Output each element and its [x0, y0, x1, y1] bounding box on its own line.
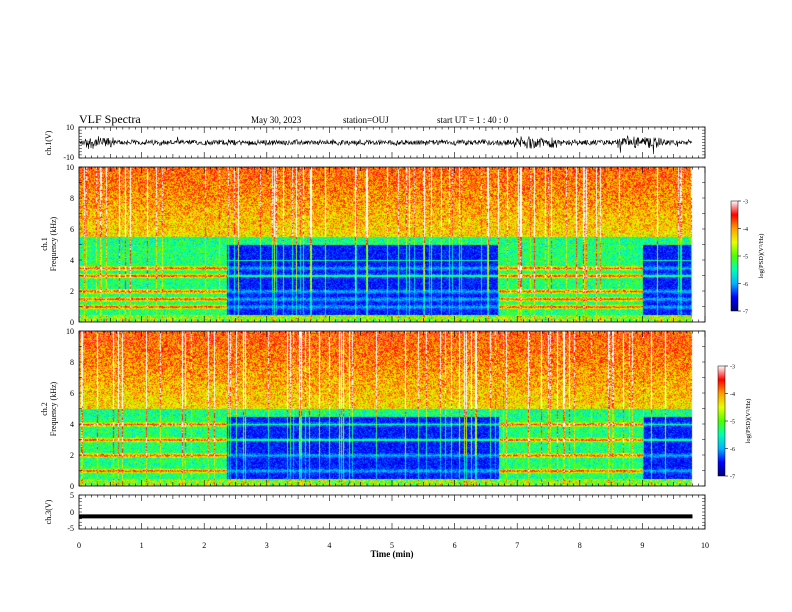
- ch1-spectrogram-image: [79, 167, 705, 322]
- figure-title: VLF Spectra: [79, 112, 141, 126]
- frequency-tick-label: 0: [70, 482, 74, 491]
- ch2-channel-label: ch.2: [40, 402, 49, 416]
- frequency-tick-label: 8: [70, 358, 74, 367]
- ch2-colorbar-bar: [717, 365, 726, 477]
- time-tick-label: 1: [140, 541, 144, 550]
- ch3-waveform-panel: 5 0 -5 ch.3(V): [44, 491, 706, 533]
- time-tick-label: 0: [77, 541, 81, 550]
- ch1-colorbar-label: log(PSD)(V²/Hz): [758, 234, 765, 279]
- date-label: May 30, 2023: [251, 115, 302, 125]
- ch2-frequency-label: Frequency (kHz): [49, 381, 58, 436]
- ch3-ytick-top: 5: [70, 491, 74, 500]
- colorbar-tick-label: -3: [730, 365, 735, 371]
- frequency-tick-label: 10: [66, 327, 74, 336]
- frequency-tick-label: 6: [70, 225, 74, 234]
- ch1-frequency-label: Frequency (kHz): [49, 216, 58, 271]
- ch1-waveform-trace: [78, 134, 693, 155]
- time-tick-label: 7: [515, 541, 519, 550]
- ch2-spectrogram-image: [79, 331, 705, 486]
- ch2-spectrogram-panel: 0 2 4 6 8 10 ch.2 Frequency (kHz): [40, 327, 706, 491]
- frequency-tick-label: 6: [70, 389, 74, 398]
- ch1-channel-label: ch.1: [40, 237, 49, 251]
- frequency-tick-label: 2: [70, 287, 74, 296]
- time-tick-label: 4: [327, 541, 331, 550]
- frequency-tick-label: 4: [70, 420, 74, 429]
- ch3-ytick-mid: 0: [70, 508, 74, 517]
- time-tick-label: 9: [640, 541, 644, 550]
- colorbar-tick-label: -4: [743, 227, 748, 233]
- time-tick-label: 5: [390, 541, 394, 550]
- time-axis-label: Time (min): [370, 549, 413, 559]
- frequency-tick-label: 10: [66, 163, 74, 172]
- ch1-waveform-panel: 10 -10 ch.1(V): [44, 123, 706, 162]
- colorbar-tick-label: -3: [743, 200, 748, 206]
- time-axis-ticks: [78, 126, 706, 530]
- colorbar-tick-label: -7: [743, 310, 748, 316]
- time-tick-label: 8: [578, 541, 582, 550]
- ch1-ytick-top: 10: [66, 123, 74, 132]
- ch3-ytick-bottom: -5: [67, 524, 74, 533]
- ch2-colorbar-label: log(PSD)(V²/Hz): [745, 399, 752, 444]
- start-time-label: start UT = 1 : 40 : 0: [437, 115, 509, 125]
- ch3-waveform-ylabel: ch.3(V): [44, 499, 53, 524]
- colorbar-tick-label: -7: [730, 475, 735, 481]
- frequency-tick-label: 8: [70, 194, 74, 203]
- colorbar-tick-label: -5: [743, 255, 748, 261]
- colorbar-tick-label: -4: [730, 392, 735, 398]
- ch2-colorbar: -3 -4 -5 -6 -7 log(PSD)(V²/Hz): [717, 365, 752, 481]
- ch1-colorbar: -3 -4 -5 -6 -7 log(PSD)(V²/Hz): [730, 200, 765, 316]
- colorbar-tick-label: -6: [743, 282, 748, 288]
- ch1-waveform-ylabel: ch.1(V): [44, 130, 53, 155]
- time-tick-label: 10: [701, 541, 709, 550]
- frequency-tick-label: 0: [70, 318, 74, 327]
- ch1-spectrogram-panel: 0 2 4 6 8 10 ch.1 Frequency (kHz): [40, 163, 706, 327]
- time-tick-label: 6: [453, 541, 457, 550]
- ch1-ytick-bottom: -10: [63, 153, 74, 162]
- colorbar-tick-label: -6: [730, 447, 735, 453]
- frequency-tick-label: 2: [70, 451, 74, 460]
- time-tick-label: 2: [202, 541, 206, 550]
- ch1-colorbar-bar: [730, 200, 739, 312]
- time-tick-label: 3: [265, 541, 269, 550]
- colorbar-tick-label: -5: [730, 420, 735, 426]
- frequency-tick-label: 4: [70, 256, 74, 265]
- station-label: station=OUJ: [343, 115, 389, 125]
- time-axis-tick-labels: 0 1 2 3 4 5 6 7 8 9 10: [77, 541, 709, 550]
